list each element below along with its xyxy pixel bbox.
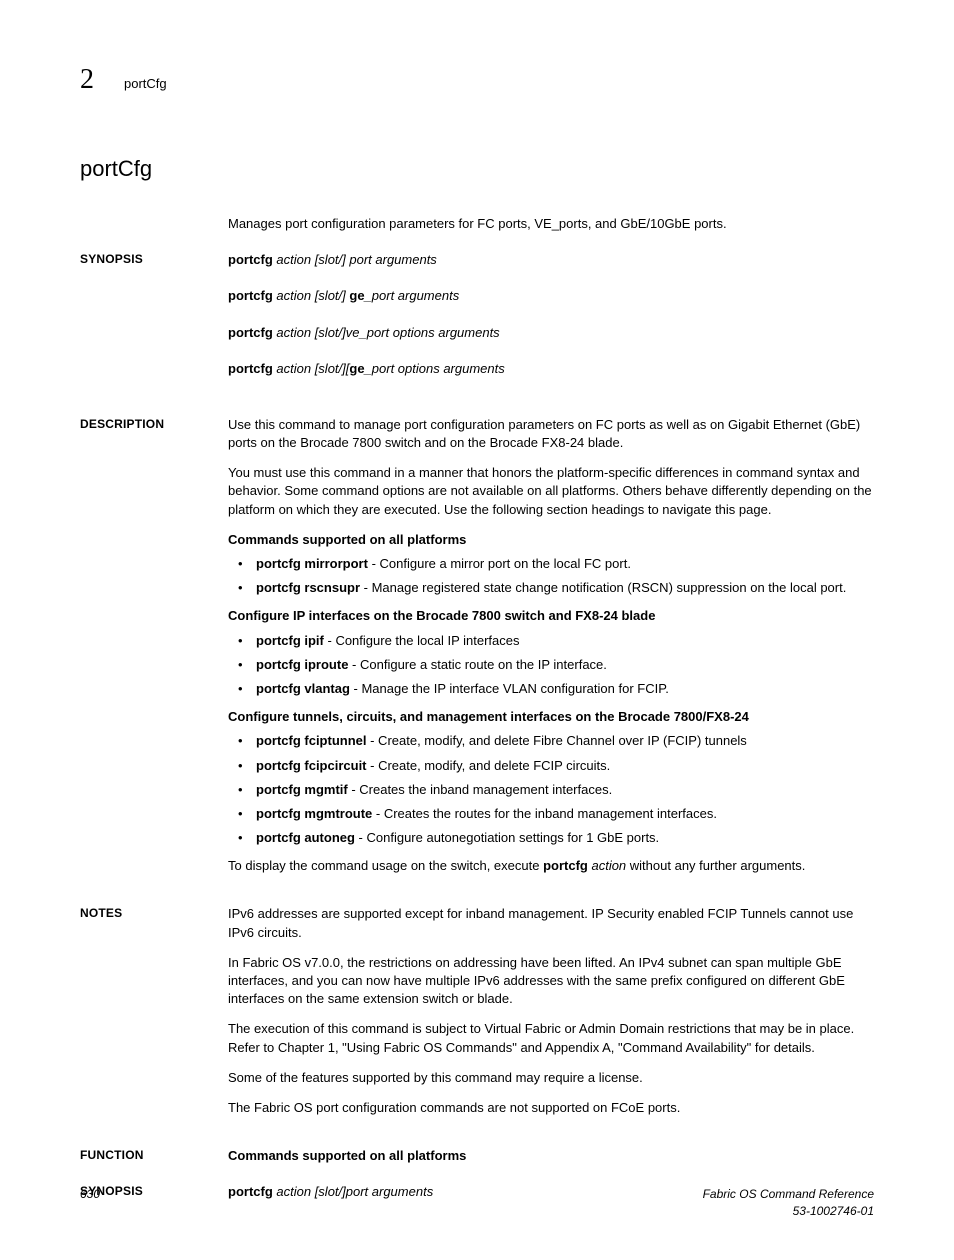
page: 2 portCfg portCfg Manages port configura… <box>0 0 954 1260</box>
desc-tail: To display the command usage on the swit… <box>228 857 874 875</box>
desc-sub3-list: portcfg fciptunnel - Create, modify, and… <box>228 732 874 847</box>
function-section: FUNCTION Commands supported on all platf… <box>80 1147 874 1165</box>
list-item: portcfg mgmtif - Creates the inband mana… <box>228 781 874 799</box>
synopsis-section: SYNOPSIS portcfg action [slot/] port arg… <box>80 251 874 378</box>
synopsis-line-2: portcfg action [slot/] ge_port arguments <box>228 287 874 305</box>
page-header: 2 portCfg <box>80 60 874 99</box>
notes-p1: IPv6 addresses are supported except for … <box>228 905 874 941</box>
page-footer: 630 Fabric OS Command Reference 53-10027… <box>80 1186 874 1220</box>
synopsis-line-4: portcfg action [slot/][ge_port options a… <box>228 360 874 378</box>
list-item: portcfg autoneg - Configure autonegotiat… <box>228 829 874 847</box>
desc-p2: You must use this command in a manner th… <box>228 464 874 519</box>
synopsis-line-3: portcfg action [slot/]ve_port options ar… <box>228 324 874 342</box>
description-section: DESCRIPTION Use this command to manage p… <box>80 416 874 888</box>
notes-section: NOTES IPv6 addresses are supported excep… <box>80 905 874 1129</box>
notes-label: NOTES <box>80 905 228 1129</box>
synopsis-content: portcfg action [slot/] port arguments po… <box>228 251 874 378</box>
footer-right: Fabric OS Command Reference 53-1002746-0… <box>703 1186 874 1220</box>
intro-section: Manages port configuration parameters fo… <box>80 215 874 233</box>
list-item: portcfg mgmtroute - Creates the routes f… <box>228 805 874 823</box>
chapter-number: 2 <box>80 60 94 99</box>
description-label: DESCRIPTION <box>80 416 228 888</box>
notes-p4: Some of the features supported by this c… <box>228 1069 874 1087</box>
label-empty <box>80 215 228 233</box>
list-item: portcfg fciptunnel - Create, modify, and… <box>228 732 874 750</box>
intro-text: Manages port configuration parameters fo… <box>228 215 874 233</box>
footer-page-number: 630 <box>80 1186 100 1220</box>
list-item: portcfg iproute - Configure a static rou… <box>228 656 874 674</box>
description-content: Use this command to manage port configur… <box>228 416 874 888</box>
notes-p2: In Fabric OS v7.0.0, the restrictions on… <box>228 954 874 1009</box>
desc-sub3: Configure tunnels, circuits, and managem… <box>228 708 874 726</box>
list-item: portcfg mirrorport - Configure a mirror … <box>228 555 874 573</box>
synopsis-label: SYNOPSIS <box>80 251 228 378</box>
footer-docnum: 53-1002746-01 <box>703 1203 874 1220</box>
page-title: portCfg <box>80 154 874 185</box>
desc-sub1: Commands supported on all platforms <box>228 531 874 549</box>
synopsis-line-1: portcfg action [slot/] port arguments <box>228 251 874 269</box>
desc-sub2-list: portcfg ipif - Configure the local IP in… <box>228 632 874 699</box>
list-item: portcfg ipif - Configure the local IP in… <box>228 632 874 650</box>
list-item: portcfg fcipcircuit - Create, modify, an… <box>228 757 874 775</box>
function-text: Commands supported on all platforms <box>228 1147 874 1165</box>
desc-sub2: Configure IP interfaces on the Brocade 7… <box>228 607 874 625</box>
notes-content: IPv6 addresses are supported except for … <box>228 905 874 1129</box>
desc-p1: Use this command to manage port configur… <box>228 416 874 452</box>
function-label: FUNCTION <box>80 1147 228 1165</box>
notes-p3: The execution of this command is subject… <box>228 1020 874 1056</box>
footer-book-title: Fabric OS Command Reference <box>703 1186 874 1203</box>
running-title: portCfg <box>124 75 167 93</box>
desc-sub1-list: portcfg mirrorport - Configure a mirror … <box>228 555 874 597</box>
list-item: portcfg vlantag - Manage the IP interfac… <box>228 680 874 698</box>
notes-p5: The Fabric OS port configuration command… <box>228 1099 874 1117</box>
list-item: portcfg rscnsupr - Manage registered sta… <box>228 579 874 597</box>
